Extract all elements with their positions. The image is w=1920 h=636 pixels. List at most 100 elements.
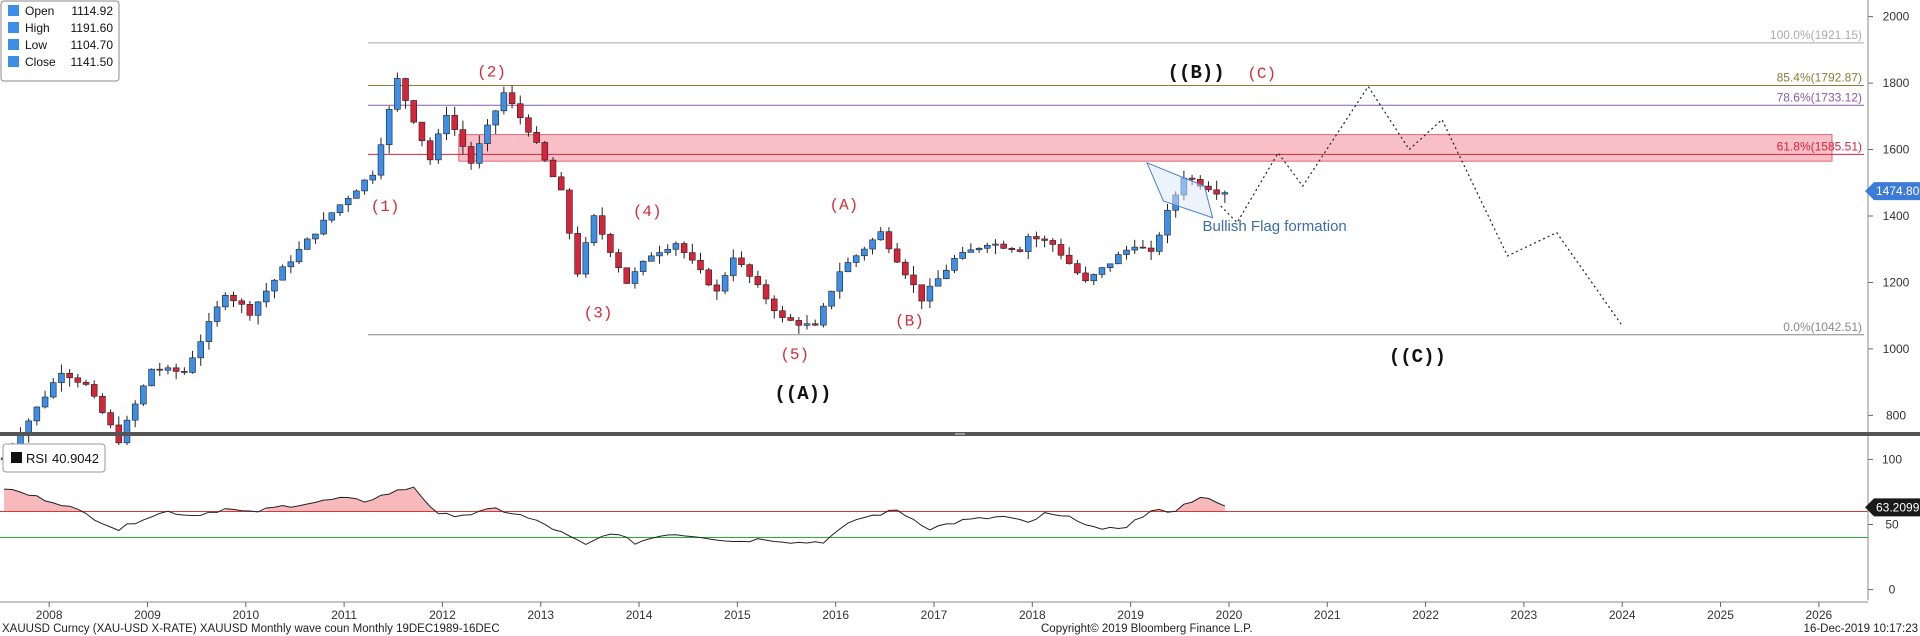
ohlc-legend-value: 1114.92 — [71, 4, 113, 18]
candle-body — [1164, 209, 1171, 236]
candle-body — [254, 301, 262, 316]
candle-body — [353, 190, 360, 199]
wave-label: (1) — [371, 198, 400, 216]
price-axis-tick-label: 1000 — [1883, 342, 1910, 356]
candle-body — [394, 78, 401, 110]
wave-label: ((B)) — [1168, 62, 1225, 84]
ohlc-legend-value: 1104.70 — [71, 38, 114, 52]
candle-body — [312, 233, 319, 240]
candle-body — [459, 129, 467, 147]
candle-body — [377, 144, 385, 176]
rsi-axis-tick-label: 0 — [1889, 583, 1896, 597]
fib-level-label: 78.6%(1733.12) — [1777, 90, 1862, 104]
last-price-tag-text: 1474.80 — [1876, 184, 1920, 198]
candle-body — [41, 396, 49, 408]
pane-divider-grip[interactable] — [955, 433, 965, 435]
candle-body — [1057, 244, 1065, 256]
candle-body — [222, 294, 229, 308]
rsi-swatch-icon — [11, 452, 22, 463]
candle-body — [664, 248, 671, 253]
rsi-overbought-fill — [266, 487, 439, 512]
ohlc-legend-label: Close — [25, 55, 56, 69]
time-axis-tick-label: 2019 — [1117, 608, 1144, 622]
candle-body — [836, 271, 844, 292]
candle-body — [811, 323, 819, 326]
time-axis-tick-label: 2010 — [232, 608, 259, 622]
fib-level-label: 0.0%(1042.51) — [1783, 320, 1862, 334]
wave-label: (C) — [1247, 65, 1276, 83]
candle-body — [295, 249, 303, 263]
candle-body — [541, 142, 549, 161]
candle-body — [500, 92, 508, 112]
candle-body — [902, 261, 909, 276]
candle-body — [549, 159, 557, 178]
price-axis-tick-label: 1200 — [1883, 275, 1910, 289]
candle-body — [197, 341, 204, 359]
candle-body — [66, 372, 73, 379]
candle-body — [787, 317, 794, 321]
candle-body — [1041, 238, 1048, 241]
rsi-legend: RSI 40.9042 — [2, 443, 106, 473]
candle-body — [517, 103, 524, 119]
candle-body — [721, 275, 729, 292]
rsi-overbought-fill — [225, 508, 259, 512]
candle-body — [82, 382, 90, 385]
candle-body — [156, 368, 164, 371]
candle-body — [140, 385, 147, 405]
rsi-line — [4, 486, 1226, 545]
candle-body — [615, 252, 622, 269]
ohlc-swatch-icon — [8, 56, 19, 67]
candle-body — [213, 306, 221, 322]
candle-body — [1115, 254, 1122, 265]
candle-body — [74, 377, 82, 383]
time-axis-tick-label: 2011 — [331, 608, 357, 622]
time-axis-tick-label: 2021 — [1314, 608, 1341, 622]
candle-body — [1074, 263, 1081, 274]
candle-body — [1082, 272, 1089, 282]
bullish-flag-shape — [1146, 161, 1214, 219]
candle-body — [148, 368, 155, 387]
time-axis-tick-label: 2012 — [429, 608, 456, 622]
ohlc-swatch-icon — [8, 22, 19, 33]
candle-body — [803, 323, 811, 326]
price-pane: 100.0%(1921.15) 85.4%(1792.87) 78.6%(1733.… — [0, 0, 1910, 463]
rsi-overbought-fill — [479, 507, 504, 512]
wave-label: (B) — [895, 313, 924, 331]
candle-body — [820, 305, 827, 326]
candle-body — [246, 304, 254, 316]
rsi-lines — [0, 486, 1868, 545]
fib-zone-layer — [458, 134, 1833, 162]
candle-body — [410, 100, 417, 123]
candle-body — [1098, 267, 1106, 275]
candle-body — [492, 110, 499, 126]
candle-body — [852, 255, 860, 263]
candle-body — [279, 266, 286, 281]
candle-body — [893, 248, 901, 263]
candle-body — [1000, 243, 1007, 249]
candle-body — [1090, 274, 1098, 282]
candle-body — [1065, 254, 1073, 264]
candle-body — [574, 232, 581, 275]
rsi-value-tag-text: 63.2099 — [1876, 500, 1920, 514]
time-axis-tick-label: 2018 — [1019, 608, 1046, 622]
candle-body — [943, 270, 950, 280]
price-axis-tick-label: 1600 — [1883, 143, 1910, 157]
candle-body — [33, 406, 41, 422]
candle-body — [951, 258, 958, 271]
time-axis-tick-label: 2020 — [1216, 608, 1243, 622]
candle-body — [1024, 236, 1032, 252]
candlesticks — [0, 72, 1229, 463]
candle-body — [844, 262, 852, 273]
candle-body — [779, 310, 786, 318]
candle-body — [525, 117, 532, 133]
candle-body — [910, 274, 917, 286]
rsi-value-tag: 63.2099 — [1865, 498, 1920, 517]
candle-body — [689, 252, 696, 261]
candle-body — [426, 140, 434, 161]
candle-body — [934, 278, 942, 287]
time-axis-tick-label: 2009 — [134, 608, 161, 622]
candle-body — [885, 231, 893, 250]
pane-divider[interactable] — [0, 432, 1920, 436]
candle-body — [361, 179, 368, 192]
